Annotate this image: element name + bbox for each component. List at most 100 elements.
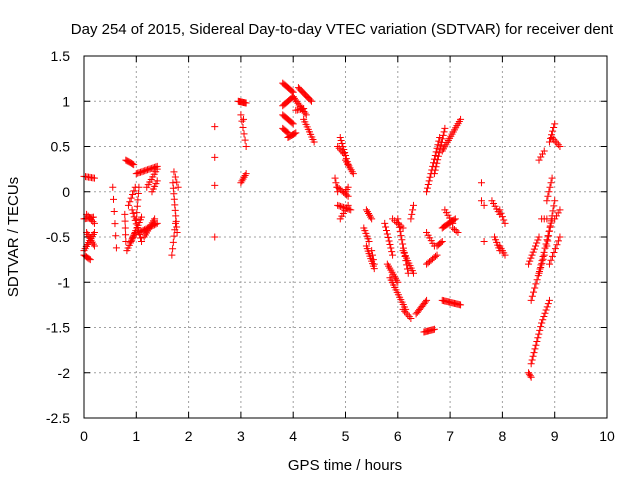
- data-point: [238, 117, 246, 125]
- data-point: [450, 225, 458, 233]
- data-point: [527, 254, 535, 262]
- data-point: [90, 228, 98, 236]
- data-point: [121, 217, 129, 225]
- y-tick-label: 1: [62, 93, 70, 109]
- data-point: [238, 177, 246, 185]
- data-point: [242, 170, 250, 178]
- y-tick-label: -0.5: [46, 229, 70, 245]
- data-point: [438, 238, 446, 246]
- data-point: [173, 228, 181, 236]
- data-point: [340, 150, 348, 158]
- data-point: [89, 218, 97, 226]
- data-point: [242, 143, 250, 150]
- data-point: [110, 207, 118, 215]
- data-point: [336, 133, 344, 141]
- data-point: [430, 325, 438, 333]
- data-point: [111, 220, 119, 228]
- data-point: [134, 190, 142, 198]
- y-tick-label: 1.5: [51, 48, 71, 64]
- data-point: [291, 130, 299, 138]
- data-point: [153, 219, 161, 227]
- data-point: [548, 174, 556, 182]
- data-point: [545, 232, 553, 240]
- data-point: [337, 202, 345, 210]
- data-point: [370, 260, 378, 268]
- data-point: [497, 209, 505, 217]
- data-point: [138, 238, 146, 246]
- data-point: [531, 284, 539, 292]
- data-point: [90, 174, 98, 182]
- data-point: [134, 196, 142, 204]
- data-point: [288, 87, 296, 95]
- data-point: [432, 163, 440, 171]
- data-point: [171, 173, 179, 181]
- data-point: [109, 195, 117, 203]
- data-point: [434, 152, 442, 160]
- data-point: [344, 183, 352, 191]
- x-tick-label: 9: [551, 428, 559, 444]
- data-point: [439, 131, 447, 139]
- data-point: [533, 239, 541, 247]
- data-point: [441, 124, 449, 132]
- y-axis-title: SDTVAR / TECUs: [5, 177, 22, 297]
- x-tick-label: 2: [185, 428, 193, 444]
- data-point: [545, 188, 553, 196]
- data-point: [362, 206, 370, 214]
- data-point: [535, 330, 543, 338]
- data-point: [368, 215, 376, 223]
- data-point: [112, 244, 120, 252]
- data-point: [338, 148, 346, 156]
- data-point: [556, 143, 564, 150]
- data-point: [449, 224, 457, 232]
- data-point: [86, 256, 94, 264]
- data-point: [310, 138, 318, 146]
- data-point: [440, 128, 448, 136]
- data-point: [477, 197, 485, 205]
- data-point: [535, 269, 543, 277]
- data-point: [457, 115, 465, 123]
- data-point: [389, 251, 397, 259]
- data-point: [407, 215, 415, 223]
- data-point: [423, 184, 431, 192]
- x-tick-label: 1: [132, 428, 140, 444]
- data-point: [129, 209, 137, 217]
- data-point: [553, 139, 561, 147]
- data-point: [398, 236, 406, 244]
- data-point: [540, 248, 548, 256]
- data-point: [334, 201, 342, 209]
- data-point: [302, 111, 310, 119]
- data-point: [381, 219, 389, 227]
- data-point: [547, 179, 555, 187]
- data-point: [527, 360, 535, 368]
- data-point: [433, 144, 441, 152]
- data-point: [135, 183, 143, 191]
- data-point: [153, 177, 161, 185]
- data-point: [525, 260, 533, 268]
- data-point: [366, 211, 374, 219]
- data-point: [538, 319, 546, 327]
- data-point: [556, 233, 564, 241]
- data-point: [525, 370, 533, 378]
- data-point: [338, 203, 346, 211]
- data-point: [551, 137, 559, 145]
- data-point: [211, 123, 219, 131]
- data-point: [292, 129, 300, 137]
- data-point: [550, 123, 558, 131]
- data-point: [434, 156, 442, 164]
- data-point: [551, 197, 559, 205]
- data-point: [552, 212, 560, 220]
- data-point: [369, 251, 377, 259]
- data-point: [543, 215, 551, 223]
- data-point: [550, 135, 558, 143]
- data-point: [549, 207, 557, 215]
- data-point: [525, 369, 533, 377]
- data-point: [132, 215, 140, 223]
- data-point: [450, 216, 458, 224]
- data-point: [421, 298, 429, 306]
- data-point: [537, 153, 545, 161]
- data-point: [546, 183, 554, 191]
- data-point: [170, 232, 178, 240]
- data-point: [121, 210, 129, 218]
- data-point: [433, 159, 441, 167]
- chart-title: Day 254 of 2015, Sidereal Day-to-day VTE…: [71, 21, 614, 38]
